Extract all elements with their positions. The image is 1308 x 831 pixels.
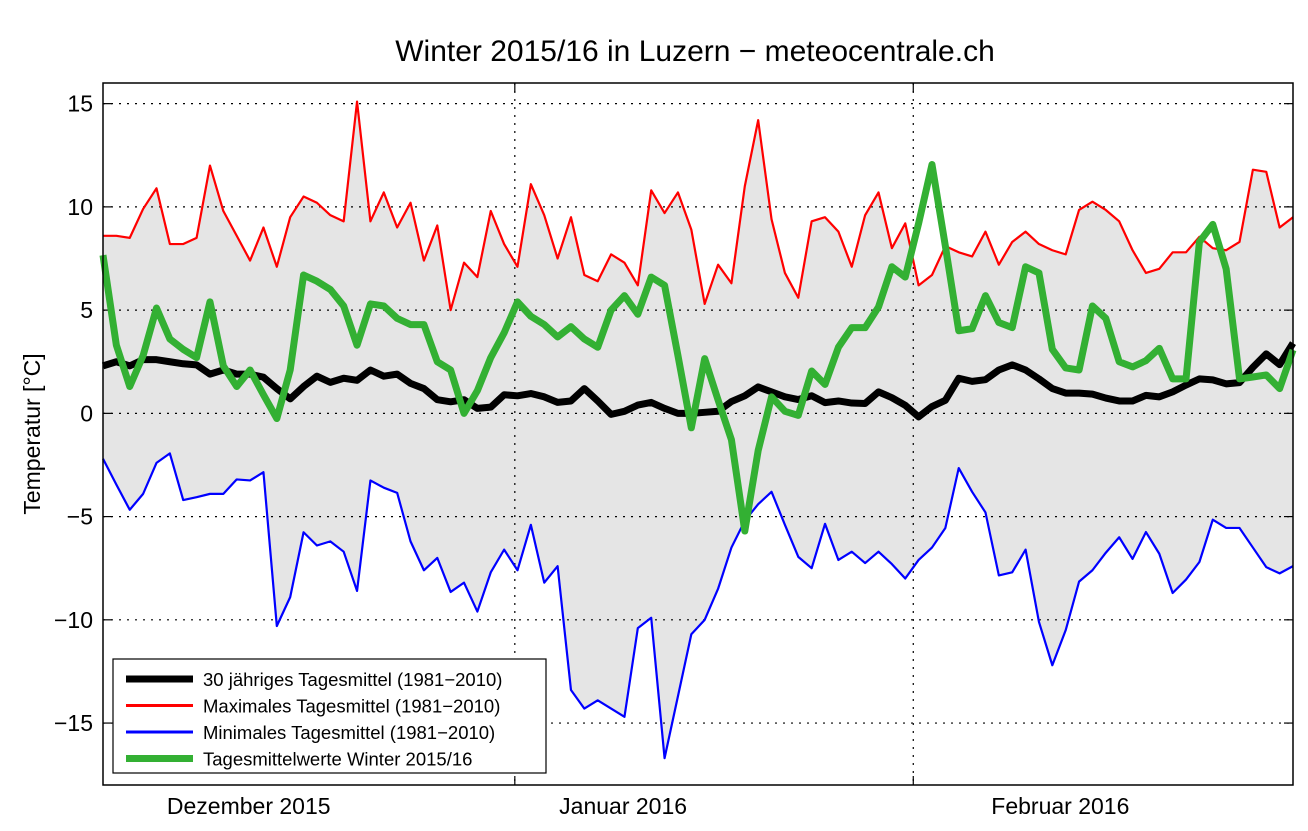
y-axis-label: Temperatur [°C] — [19, 353, 45, 514]
legend-label: 30 jähriges Tagesmittel (1981−2010) — [203, 669, 502, 690]
y-tick-label: 5 — [80, 297, 93, 323]
month-label: Februar 2016 — [991, 793, 1129, 819]
plot-area: 15 10 5 0 −5 −10 −15 Dezember 2015 Januar 2016 Fe… — [54, 83, 1293, 819]
month-label: Dezember 2015 — [167, 793, 331, 819]
legend-label: Tagesmittelwerte Winter 2015/16 — [203, 749, 472, 770]
y-tick-label: 0 — [80, 400, 93, 426]
legend-label: Maximales Tagesmittel (1981−2010) — [203, 696, 500, 717]
y-tick-label: 15 — [67, 91, 93, 117]
month-label: Januar 2016 — [559, 793, 687, 819]
legend-label: Minimales Tagesmittel (1981−2010) — [203, 722, 495, 743]
y-tick-label: 10 — [67, 194, 93, 220]
chart-title: Winter 2015/16 in Luzern − meteocentrale… — [395, 35, 995, 68]
y-tick-label: −10 — [54, 607, 93, 633]
y-tick-label: −5 — [67, 504, 93, 530]
y-tick-label: −15 — [54, 710, 93, 736]
legend: 30 jähriges Tagesmittel (1981−2010) Maxim… — [113, 659, 546, 773]
